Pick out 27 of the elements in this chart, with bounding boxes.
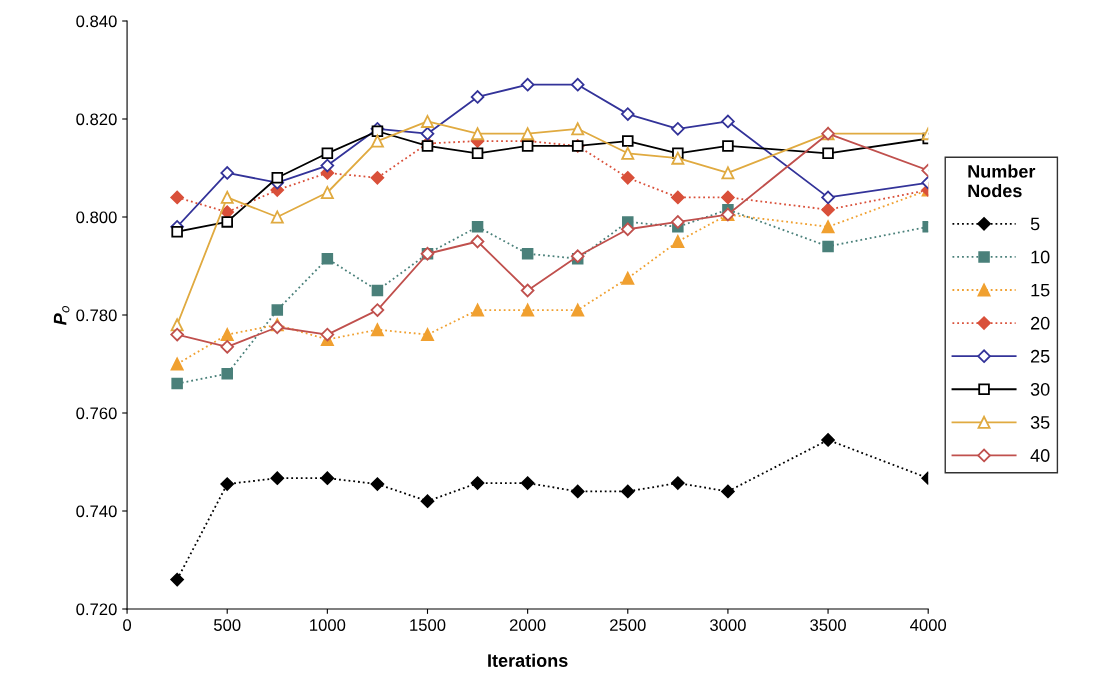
x-axis-title: Iterations (488, 653, 568, 667)
y-tick-label: 0.820 (76, 113, 117, 126)
legend-label: 40 (1030, 449, 1050, 462)
y-tick-label: 0.800 (76, 211, 117, 224)
legend-label: 10 (1031, 250, 1050, 264)
y-tick-label: 0.760 (76, 407, 117, 420)
x-tick-label: 1500 (410, 619, 446, 631)
legend-title: Number Nodes (968, 164, 1036, 198)
x-tick-label: 3000 (710, 619, 746, 631)
y-tick-label: 0.840 (76, 15, 117, 28)
y-tick-label: 0.720 (76, 603, 117, 616)
y-tick-label: 0.740 (76, 505, 117, 518)
x-tick-label: 0 (123, 619, 132, 631)
x-tick-label: 4000 (910, 619, 947, 631)
x-tick-label: 2000 (509, 619, 546, 631)
x-tick-label: 3500 (810, 619, 846, 631)
legend-label: 5 (1030, 217, 1040, 231)
legend-label: 25 (1031, 349, 1050, 363)
x-tick-label: 1000 (310, 619, 346, 631)
legend-label: 15 (1031, 283, 1050, 297)
x-tick-label: 2500 (610, 619, 646, 631)
legend-label: 30 (1030, 382, 1050, 396)
legend-label: 20 (1031, 316, 1050, 330)
legend-label: 35 (1030, 416, 1050, 429)
x-tick-label: 500 (213, 619, 241, 631)
y-tick-label: 0.780 (76, 309, 117, 322)
y-axis-title: P$_{o}$ (53, 305, 70, 325)
